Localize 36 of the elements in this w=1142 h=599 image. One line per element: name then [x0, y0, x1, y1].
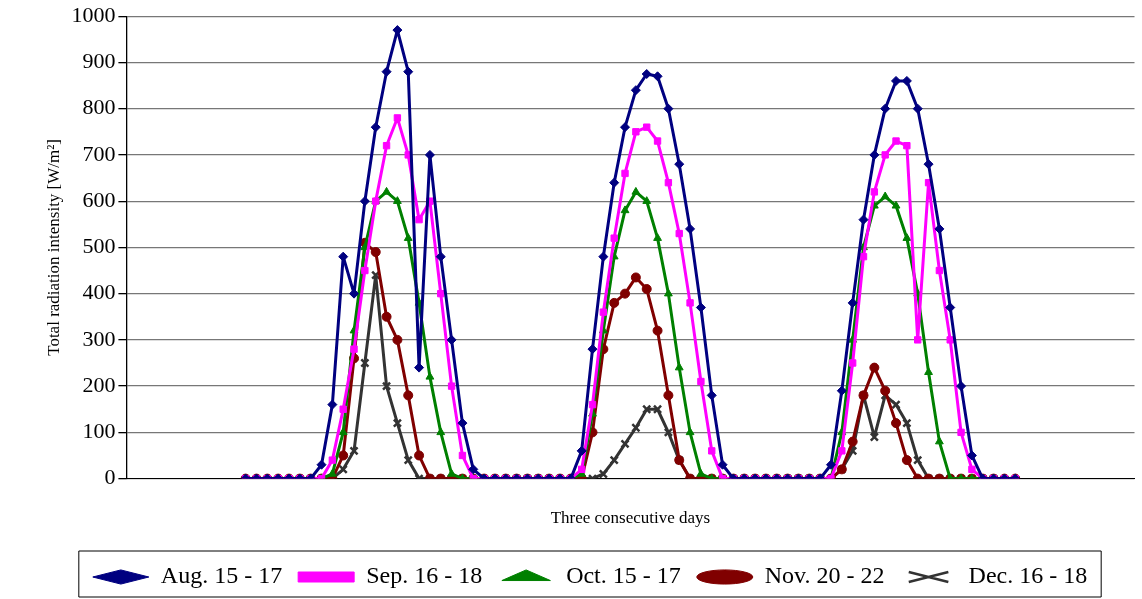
point — [653, 233, 662, 241]
point — [685, 427, 695, 436]
y-axis-title: Total radiation intensity [W/m²] — [43, 138, 63, 356]
y-tick-label: 500 — [82, 233, 116, 259]
y-tick-label: 200 — [82, 371, 116, 397]
legend-label: Dec. 16 - 18 — [968, 562, 1088, 589]
y-tick-label: 800 — [82, 94, 116, 120]
legend-label: Aug. 15 - 17 — [160, 562, 283, 589]
point — [620, 205, 630, 214]
point — [902, 233, 912, 241]
x-axis-title: Three consecutive days — [550, 508, 711, 528]
point — [382, 186, 391, 195]
y-tick-label: 1000 — [71, 1, 116, 27]
point — [934, 436, 944, 445]
y-tick-label: 700 — [82, 140, 116, 166]
point — [403, 233, 413, 241]
legend-label: Nov. 20 - 22 — [764, 562, 885, 589]
point — [631, 186, 641, 195]
y-tick-label: 100 — [82, 418, 116, 444]
y-tick-label: 400 — [82, 279, 116, 305]
point — [880, 191, 890, 200]
point — [425, 371, 435, 380]
legend-label: Oct. 15 - 17 — [566, 562, 681, 589]
legend-label: Sep. 16 - 18 — [366, 562, 483, 589]
y-tick-label: 300 — [82, 325, 116, 351]
point — [642, 196, 652, 204]
point — [924, 367, 933, 375]
point — [436, 427, 446, 436]
point — [338, 427, 348, 436]
point — [663, 288, 673, 297]
point — [891, 200, 901, 209]
point — [393, 196, 402, 204]
point — [447, 468, 456, 477]
y-tick-label: 600 — [82, 186, 116, 212]
y-tick-label: 0 — [104, 464, 116, 490]
y-tick-label: 900 — [82, 48, 116, 74]
